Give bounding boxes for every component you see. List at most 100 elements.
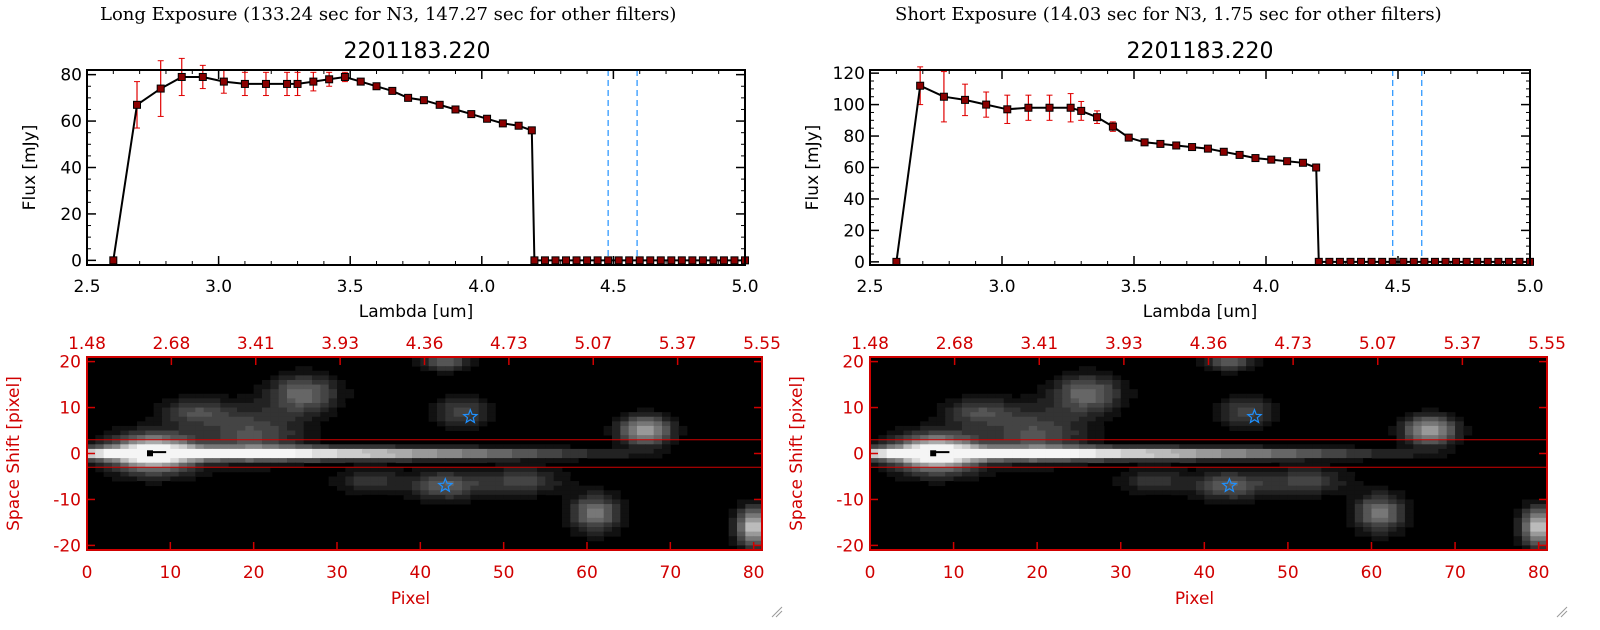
image-pixel [512, 471, 521, 477]
image-pixel [478, 421, 488, 427]
image-pixel [670, 430, 680, 436]
image-pixel [1229, 416, 1239, 422]
image-pixel [1120, 398, 1130, 404]
image-pixel [970, 416, 980, 422]
image-pixel [570, 458, 580, 464]
image-pixel [370, 471, 380, 477]
image-pixel [1338, 485, 1347, 491]
image-pixel [1287, 481, 1297, 487]
image-pixel [1329, 490, 1339, 496]
image-pixel [570, 527, 580, 533]
image-pixel [1363, 508, 1372, 514]
image-pixel [1287, 448, 1297, 454]
resize-grip-icon[interactable] [771, 606, 783, 618]
image-pixel [1396, 430, 1406, 436]
image-pixel [1087, 375, 1097, 381]
image-pixel [487, 444, 496, 450]
image-pixel [870, 439, 879, 445]
flux-data-point [451, 105, 460, 114]
image-pixel [570, 513, 580, 519]
flux-data-point [372, 82, 381, 91]
image-pixel [1087, 430, 1097, 436]
image-pixel [337, 398, 346, 404]
image-pixel [437, 398, 446, 404]
image-pixel [1112, 412, 1122, 418]
image-pixel [112, 467, 121, 473]
image-pixel [1246, 421, 1255, 427]
image-pixel [1204, 458, 1214, 464]
image-pixel [262, 389, 271, 395]
image-pixel [620, 430, 630, 436]
image-pixel [920, 476, 929, 482]
image-pixel [1120, 407, 1130, 413]
image-pixel [228, 448, 238, 454]
image-pixel [1379, 494, 1389, 500]
image-pixel [1012, 398, 1021, 404]
image-pixel [1229, 366, 1239, 372]
image-pixel [1296, 453, 1306, 459]
image-pixel [1296, 471, 1306, 477]
image-pixel [437, 366, 446, 372]
image-pixel [1020, 430, 1030, 436]
image-pixel [953, 412, 963, 418]
image-pixel [1421, 444, 1431, 450]
image-pixel [437, 361, 446, 367]
image-pixel [653, 412, 663, 418]
image-pixel [1338, 471, 1347, 477]
image-pixel [587, 527, 596, 533]
image-pixel [1379, 499, 1389, 505]
image-pixel [1062, 448, 1071, 454]
image-pixel [1221, 494, 1230, 500]
image-pixel [203, 467, 213, 473]
image-pixel [953, 402, 963, 408]
image-pixel [1078, 435, 1088, 441]
image-pixel [537, 490, 546, 496]
image-pixel [1028, 448, 1038, 454]
image-pixel [1045, 384, 1055, 390]
flux-data-point [133, 100, 142, 109]
image-pixel [237, 412, 246, 418]
image-pixel [1413, 412, 1423, 418]
image-pixel [737, 517, 746, 523]
image-pixel [162, 448, 171, 454]
image-pixel [303, 416, 313, 422]
image-pixel [1104, 412, 1113, 418]
image-pixel [545, 476, 555, 482]
image-pixel [1312, 458, 1322, 464]
image-pixel [512, 448, 521, 454]
image-pixel [445, 416, 455, 422]
image-pixel [1254, 425, 1264, 431]
image-pixel [628, 412, 638, 418]
image-pixel [453, 412, 463, 418]
image-pixel [895, 435, 904, 441]
image-pixel [1179, 471, 1189, 477]
image-pixel [1404, 448, 1414, 454]
image-pixel [428, 481, 438, 487]
image-pixel [145, 416, 155, 422]
image-pixel [1413, 421, 1423, 427]
image-pixel [220, 416, 230, 422]
image-pixel [945, 471, 954, 477]
image-pixel [278, 384, 288, 390]
image-pixel [303, 430, 313, 436]
image-pixel [1179, 490, 1189, 496]
image-pixel [603, 508, 613, 514]
image-pixel [420, 494, 430, 500]
flux-data-point [1251, 154, 1260, 163]
image-pixel [645, 448, 655, 454]
image-pixel [1438, 430, 1448, 436]
image-pixel [1045, 458, 1055, 464]
image-pixel [662, 439, 671, 445]
image-pixel [1413, 425, 1423, 431]
image-pixel [245, 444, 255, 450]
image-pixel [153, 467, 163, 473]
resize-grip-icon[interactable] [1556, 606, 1568, 618]
image-pixel [1095, 412, 1105, 418]
image-pixel [495, 462, 505, 468]
image-pixel [412, 458, 421, 464]
image-pixel [1262, 494, 1272, 500]
image-pixel [1246, 361, 1255, 367]
image-pixel [1438, 435, 1448, 441]
image-pixel [1012, 435, 1021, 441]
